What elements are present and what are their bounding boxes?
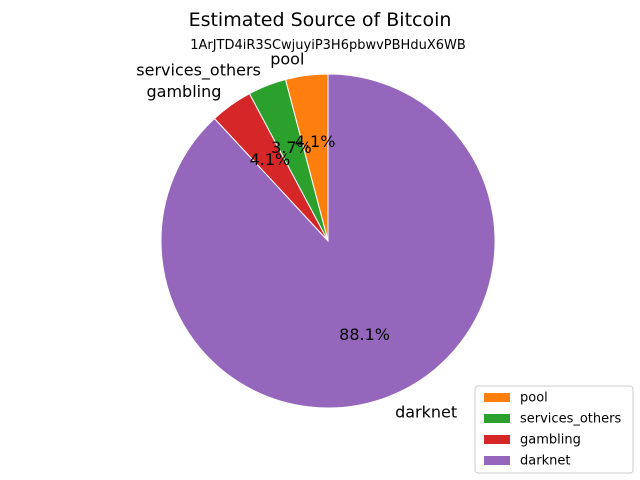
chart-subtitle: 1ArJTD4iR3SCwjuyiP3H6pbwvPBHduX6WB [190, 38, 466, 53]
chart-title: Estimated Source of Bitcoin [189, 9, 452, 31]
pie-slices [160, 73, 496, 409]
legend-label-services-others: services_others [520, 412, 621, 427]
slice-label-pool: pool [270, 49, 304, 68]
legend-swatch-services-others [484, 414, 510, 423]
legend-swatch-gambling [484, 435, 510, 444]
legend-label-pool: pool [520, 391, 548, 406]
slice-label-services-others: services_others [136, 61, 261, 81]
legend: pool services_others gambling darknet [474, 385, 634, 474]
percent-label-pool: 4.1% [295, 132, 336, 151]
percent-label-darknet: 88.1% [339, 325, 390, 344]
legend-swatch-pool [484, 393, 510, 402]
legend-swatch-darknet [484, 456, 510, 465]
legend-label-gambling: gambling [520, 433, 581, 448]
pie-slice-darknet [160, 73, 496, 409]
percent-label-services-others: 3.7% [271, 138, 312, 157]
slice-label-darknet: darknet [395, 403, 457, 422]
legend-box [474, 385, 634, 474]
slice-label-gambling: gambling [147, 82, 222, 101]
percent-labels: 4.1%3.7%4.1% 88.1% [250, 132, 390, 344]
legend-label-darknet: darknet [520, 454, 570, 469]
percent-label-gambling: 4.1% [250, 150, 291, 169]
